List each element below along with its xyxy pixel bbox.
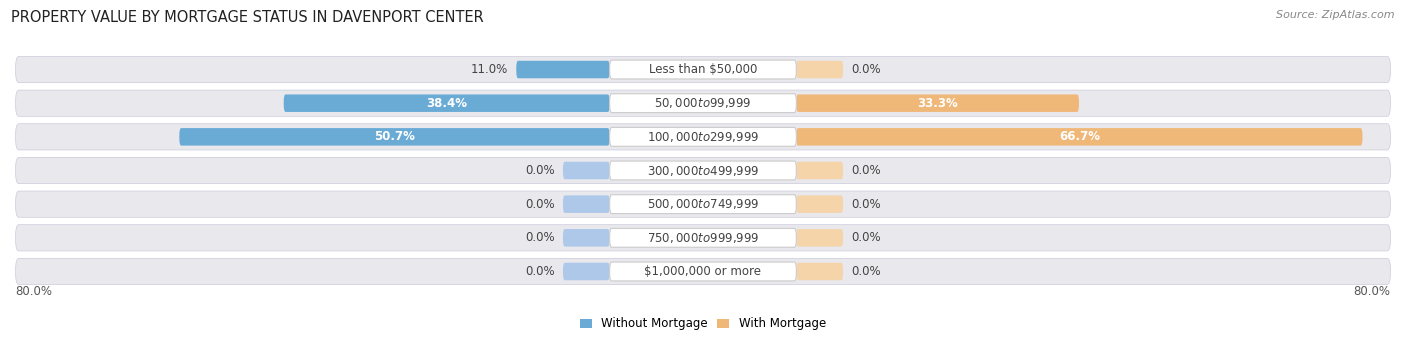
FancyBboxPatch shape bbox=[610, 228, 796, 247]
Text: 80.0%: 80.0% bbox=[1354, 285, 1391, 298]
FancyBboxPatch shape bbox=[562, 229, 610, 247]
Text: 66.7%: 66.7% bbox=[1059, 130, 1099, 143]
FancyBboxPatch shape bbox=[796, 128, 1362, 146]
Text: 0.0%: 0.0% bbox=[852, 164, 882, 177]
FancyBboxPatch shape bbox=[15, 158, 1391, 183]
FancyBboxPatch shape bbox=[610, 60, 796, 79]
Text: 50.7%: 50.7% bbox=[374, 130, 415, 143]
Text: 38.4%: 38.4% bbox=[426, 97, 467, 110]
Text: 0.0%: 0.0% bbox=[524, 164, 554, 177]
FancyBboxPatch shape bbox=[562, 195, 610, 213]
Text: 11.0%: 11.0% bbox=[471, 63, 508, 76]
FancyBboxPatch shape bbox=[284, 94, 610, 112]
FancyBboxPatch shape bbox=[610, 161, 796, 180]
FancyBboxPatch shape bbox=[562, 162, 610, 179]
Text: $300,000 to $499,999: $300,000 to $499,999 bbox=[647, 163, 759, 178]
FancyBboxPatch shape bbox=[796, 229, 844, 247]
Text: $750,000 to $999,999: $750,000 to $999,999 bbox=[647, 231, 759, 245]
FancyBboxPatch shape bbox=[15, 124, 1391, 150]
Text: PROPERTY VALUE BY MORTGAGE STATUS IN DAVENPORT CENTER: PROPERTY VALUE BY MORTGAGE STATUS IN DAV… bbox=[11, 10, 484, 25]
FancyBboxPatch shape bbox=[15, 56, 1391, 83]
FancyBboxPatch shape bbox=[15, 258, 1391, 285]
FancyBboxPatch shape bbox=[796, 94, 1078, 112]
Text: 0.0%: 0.0% bbox=[852, 231, 882, 244]
Text: Source: ZipAtlas.com: Source: ZipAtlas.com bbox=[1277, 10, 1395, 20]
Legend: Without Mortgage, With Mortgage: Without Mortgage, With Mortgage bbox=[581, 317, 825, 330]
FancyBboxPatch shape bbox=[180, 128, 610, 146]
Text: 0.0%: 0.0% bbox=[524, 231, 554, 244]
FancyBboxPatch shape bbox=[516, 61, 610, 78]
FancyBboxPatch shape bbox=[610, 195, 796, 213]
FancyBboxPatch shape bbox=[15, 225, 1391, 251]
Text: $1,000,000 or more: $1,000,000 or more bbox=[644, 265, 762, 278]
FancyBboxPatch shape bbox=[562, 263, 610, 280]
FancyBboxPatch shape bbox=[610, 94, 796, 113]
Text: 0.0%: 0.0% bbox=[852, 63, 882, 76]
FancyBboxPatch shape bbox=[15, 191, 1391, 217]
FancyBboxPatch shape bbox=[796, 162, 844, 179]
Text: $50,000 to $99,999: $50,000 to $99,999 bbox=[654, 96, 752, 110]
Text: Less than $50,000: Less than $50,000 bbox=[648, 63, 758, 76]
FancyBboxPatch shape bbox=[796, 195, 844, 213]
Text: 33.3%: 33.3% bbox=[917, 97, 957, 110]
FancyBboxPatch shape bbox=[610, 262, 796, 281]
Text: 80.0%: 80.0% bbox=[15, 285, 52, 298]
Text: $500,000 to $749,999: $500,000 to $749,999 bbox=[647, 197, 759, 211]
FancyBboxPatch shape bbox=[610, 128, 796, 146]
Text: 0.0%: 0.0% bbox=[524, 265, 554, 278]
FancyBboxPatch shape bbox=[796, 263, 844, 280]
Text: 0.0%: 0.0% bbox=[852, 265, 882, 278]
FancyBboxPatch shape bbox=[796, 61, 844, 78]
FancyBboxPatch shape bbox=[15, 90, 1391, 116]
Text: 0.0%: 0.0% bbox=[852, 198, 882, 211]
Text: 0.0%: 0.0% bbox=[524, 198, 554, 211]
Text: $100,000 to $299,999: $100,000 to $299,999 bbox=[647, 130, 759, 144]
